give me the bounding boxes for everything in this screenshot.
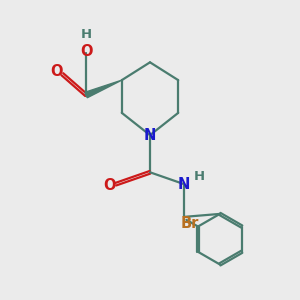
- Text: O: O: [80, 44, 92, 59]
- Text: H: H: [80, 28, 92, 41]
- Text: N: N: [178, 177, 190, 192]
- Text: O: O: [103, 178, 116, 193]
- Text: N: N: [144, 128, 156, 142]
- Text: O: O: [51, 64, 63, 79]
- Text: Br: Br: [180, 216, 199, 231]
- Polygon shape: [85, 80, 122, 98]
- Text: H: H: [194, 170, 205, 183]
